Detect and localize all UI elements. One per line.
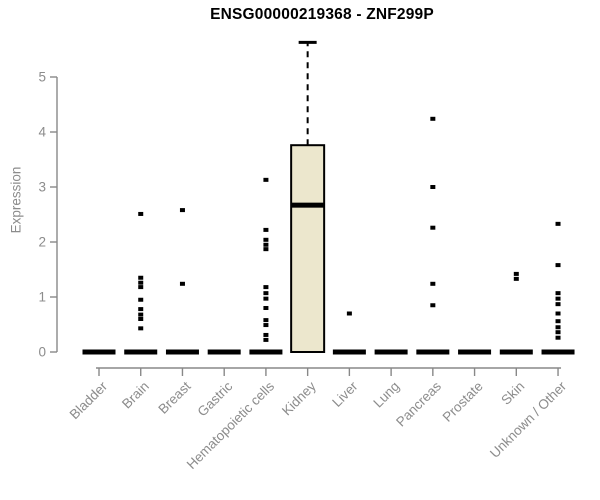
outlier-point: [430, 116, 436, 121]
x-tick-label: Brain: [119, 379, 152, 412]
y-tick-label: 0: [38, 345, 46, 360]
zero-box: [249, 349, 283, 355]
median-line: [291, 202, 325, 208]
zero-box: [332, 349, 366, 355]
outlier-point: [263, 323, 269, 328]
zero-box: [82, 349, 116, 355]
outlier-point: [138, 275, 144, 280]
outlier-point: [555, 319, 561, 324]
y-tick-label: 2: [38, 235, 46, 250]
x-tick-label: Gastric: [195, 378, 236, 419]
x-tick-label: Kidney: [279, 378, 319, 418]
x-tick-label: Lung: [370, 379, 402, 411]
outlier-point: [513, 276, 519, 281]
x-tick-label: Prostate: [440, 379, 486, 425]
outlier-point: [179, 281, 185, 286]
y-tick-label: 3: [38, 180, 46, 195]
x-tick-label: Pancreas: [393, 378, 444, 429]
zero-box: [541, 349, 575, 355]
outlier-point: [555, 291, 561, 296]
y-tick-label: 1: [38, 290, 46, 305]
outlier-point: [138, 326, 144, 331]
outlier-point: [513, 271, 519, 276]
outlier-point: [138, 312, 144, 317]
zero-box: [374, 349, 408, 355]
box: [290, 144, 326, 353]
outlier-point: [430, 185, 436, 189]
zero-box: [499, 349, 533, 355]
x-tick-label: Unknown / Other: [487, 378, 570, 461]
outlier-point: [179, 208, 185, 213]
outlier-point: [138, 317, 144, 321]
outlier-point: [555, 302, 561, 307]
outlier-point: [263, 332, 269, 337]
outlier-point: [263, 306, 269, 310]
zero-box: [207, 349, 241, 355]
outlier-point: [555, 296, 561, 301]
zero-box: [124, 349, 158, 355]
outlier-point: [430, 281, 436, 286]
outlier-point: [430, 303, 436, 308]
outlier-point: [263, 177, 269, 182]
x-tick-label: Breast: [155, 378, 193, 416]
outlier-point: [138, 297, 144, 302]
outlier-point: [138, 285, 144, 290]
outlier-point: [263, 285, 269, 290]
zero-box: [165, 349, 199, 355]
outlier-point: [138, 211, 144, 216]
outlier-point: [555, 325, 561, 330]
outlier-point: [346, 311, 352, 316]
x-tick-label: Bladder: [67, 378, 111, 422]
y-tick-label: 5: [38, 70, 46, 85]
outlier-point: [263, 227, 269, 232]
outlier-point: [263, 291, 269, 296]
outlier-point: [263, 237, 269, 242]
outlier-point: [555, 311, 561, 316]
outlier-point: [138, 307, 144, 312]
outlier-point: [555, 335, 561, 340]
outlier-point: [263, 247, 269, 252]
outlier-point: [555, 263, 561, 268]
outlier-point: [263, 318, 269, 323]
x-tick-label: Skin: [498, 379, 527, 408]
outlier-point: [263, 296, 269, 301]
outlier-point: [555, 330, 561, 335]
x-tick-label: Liver: [329, 378, 361, 410]
y-tick-label: 4: [38, 125, 46, 140]
outlier-point: [430, 225, 436, 230]
outlier-point: [263, 337, 269, 342]
outlier-point: [138, 280, 144, 285]
zero-box: [458, 349, 492, 355]
zero-box: [416, 349, 450, 355]
chart-title: ENSG00000219368 - ZNF299P: [210, 6, 434, 23]
outlier-point: [555, 221, 561, 226]
outlier-point: [263, 242, 269, 247]
